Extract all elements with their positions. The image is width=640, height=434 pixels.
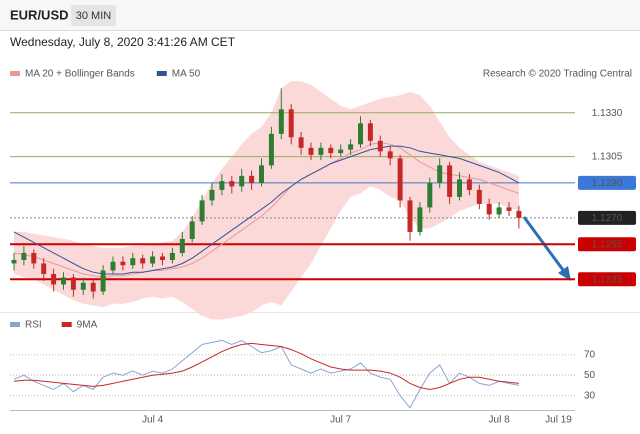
bollinger-band — [14, 81, 519, 320]
candle-body — [268, 133, 274, 166]
x-tick-label: Jul 7 — [330, 415, 352, 426]
legend-swatch — [10, 322, 20, 327]
candle-body — [377, 140, 383, 152]
candle-body — [90, 282, 96, 292]
candle-body — [209, 189, 215, 201]
candle-body — [51, 273, 57, 285]
candle-body — [11, 259, 17, 264]
forecast-arrowhead — [558, 266, 571, 281]
price-label-bg — [578, 272, 636, 287]
candle-body — [486, 203, 492, 215]
candle-body — [318, 147, 324, 155]
candle-body — [239, 175, 245, 187]
candle-body — [100, 270, 106, 292]
candle-body — [338, 149, 344, 154]
candle-body — [348, 144, 354, 150]
candle-body — [249, 175, 255, 183]
candle-body — [110, 261, 116, 271]
x-tick-label: Jul 4 — [142, 415, 164, 426]
candle-body — [150, 256, 156, 264]
legend-label: RSI — [25, 320, 42, 331]
candle-body — [496, 207, 502, 215]
price-label-bg — [578, 237, 636, 252]
candle-body — [169, 252, 175, 260]
y-tick-label: 30 — [584, 390, 596, 401]
candle-body — [21, 252, 27, 260]
legend-label: MA 50 — [172, 69, 201, 80]
candle-body — [466, 179, 472, 190]
legend-label: 9MA — [77, 320, 98, 331]
price-label: 1.1305 — [592, 152, 623, 163]
interval[interactable]: 30 MIN — [76, 10, 112, 22]
candle-body — [516, 210, 522, 218]
timestamp: Wednesday, July 8, 2020 3:41:26 AM CET — [10, 35, 236, 49]
candle-body — [417, 207, 423, 232]
candle-body — [80, 282, 86, 290]
candle-body — [288, 109, 294, 138]
candle-body — [219, 181, 225, 190]
interval-badge[interactable] — [71, 5, 116, 26]
rsi-line — [13, 342, 519, 391]
candle-body — [130, 258, 136, 266]
candle-body — [70, 277, 76, 290]
price-label-bg — [578, 210, 636, 225]
price-label-bg — [578, 175, 636, 190]
candle-body — [31, 252, 37, 264]
candle-body — [328, 147, 334, 154]
candle-body — [120, 261, 126, 266]
legend-swatch — [156, 71, 167, 76]
price-label: 1.1330 — [592, 108, 623, 119]
candle-body — [298, 137, 304, 148]
y-tick-label: 50 — [584, 370, 596, 381]
candle-body — [160, 256, 165, 260]
candle-body — [358, 123, 363, 145]
forecast-arrow — [522, 216, 568, 275]
x-tick-label: Jul 8 — [489, 415, 511, 426]
moving-average — [13, 142, 520, 279]
price-label: 1.1270 — [592, 213, 623, 224]
candle-body — [506, 207, 512, 211]
candle-body — [179, 238, 185, 253]
candle-body — [367, 123, 373, 141]
candle-body — [387, 151, 393, 159]
legend-swatch — [61, 322, 72, 327]
candle-body — [447, 165, 453, 197]
candle-body — [189, 221, 195, 239]
symbol: EUR/USD — [10, 7, 69, 22]
moving-average — [13, 145, 520, 275]
candle-body — [140, 258, 146, 264]
candle-body — [199, 200, 205, 222]
price-label: 1.1255 — [592, 239, 623, 250]
y-tick-label: 70 — [584, 349, 596, 360]
candle-body — [427, 182, 433, 208]
candle-body — [437, 165, 443, 183]
price-label: 1.1235 — [592, 274, 623, 285]
candle-body — [259, 165, 264, 183]
candle-body — [278, 109, 284, 134]
price-label: 1.1290 — [592, 178, 623, 189]
candle-body — [457, 179, 462, 197]
legend-swatch — [10, 71, 20, 76]
x-tick-label: Jul 19 — [545, 415, 572, 426]
candle-body — [397, 158, 403, 201]
candle-body — [476, 189, 482, 204]
candle-body — [61, 277, 66, 285]
candle-body — [407, 200, 413, 232]
candle-body — [308, 147, 314, 155]
candle-body — [41, 263, 47, 274]
candle-body — [229, 181, 235, 187]
rsi-line — [13, 339, 519, 409]
source: Research © 2020 Trading Central — [483, 69, 632, 80]
legend-label: MA 20 + Bollinger Bands — [25, 69, 135, 80]
